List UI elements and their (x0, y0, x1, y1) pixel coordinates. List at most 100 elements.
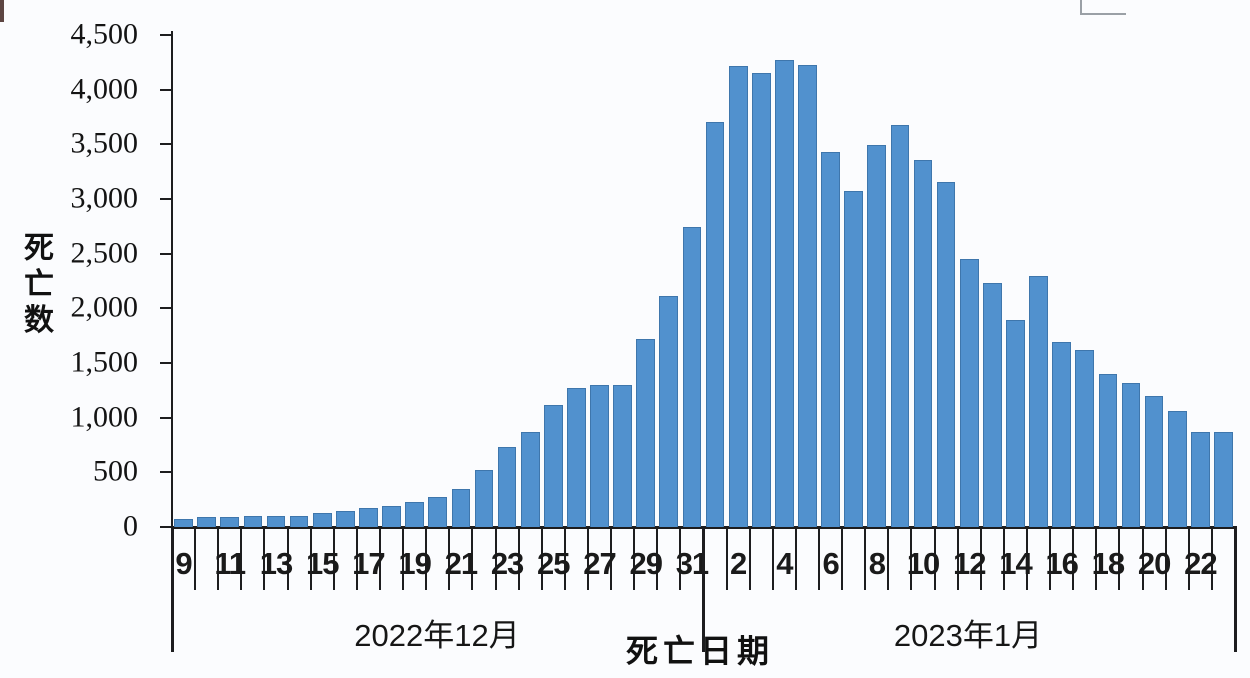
bar-12-10 (197, 517, 216, 527)
x-tick (1118, 528, 1121, 590)
x-tick (748, 528, 751, 590)
bar-12-30 (659, 296, 679, 527)
bar-1-14 (1006, 320, 1025, 527)
x-tick (1026, 528, 1029, 590)
bar-12-11 (220, 517, 240, 527)
y-tick-label: 2,000 (70, 290, 139, 324)
x-tick (610, 528, 613, 590)
bar-12-22 (474, 470, 494, 527)
x-tick-label: 23 (490, 546, 524, 581)
bar-12-31 (682, 227, 702, 527)
x-tick-label: 14 (999, 546, 1032, 581)
y-tick (160, 143, 171, 146)
x-tick-label: 21 (444, 546, 478, 581)
y-tick-label: 500 (93, 454, 138, 488)
bar-1-6 (821, 151, 840, 527)
x-tick (1002, 528, 1005, 590)
bar-1-22 (1190, 431, 1210, 527)
x-tick-label: 15 (305, 546, 339, 581)
x-tick (1187, 528, 1190, 590)
x-tick-label: 2 (730, 546, 747, 581)
x-tick (402, 528, 405, 590)
x-tick-label: 20 (1137, 546, 1171, 581)
bar-1-16 (1052, 342, 1072, 527)
x-tick-label: 19 (398, 546, 431, 581)
bar-1-19 (1121, 382, 1141, 527)
x-axis-line (171, 526, 1237, 529)
bar-12-24 (520, 431, 540, 527)
bar-1-1 (705, 122, 725, 527)
x-tick-label: 17 (352, 546, 385, 581)
y-tick-label: 4,000 (70, 71, 139, 105)
x-tick-label: 8 (868, 546, 886, 581)
bar-1-12 (959, 259, 979, 527)
cropped-textbox-corner-vertical-line (1080, 0, 1082, 14)
x-tick (864, 528, 867, 590)
y-tick (160, 416, 171, 419)
y-tick (160, 88, 171, 91)
bar-1-7 (844, 191, 864, 527)
x-tick (586, 528, 589, 590)
y-tick (160, 471, 171, 474)
bar-1-8 (867, 145, 887, 527)
bar-1-2 (728, 65, 748, 527)
x-tick (841, 528, 844, 590)
x-tick-label: 27 (583, 546, 616, 581)
y-tick (160, 198, 171, 200)
x-tick-label: 10 (906, 546, 940, 581)
x-tick (563, 528, 566, 590)
x-tick (240, 528, 243, 590)
bar-1-23 (1214, 431, 1233, 527)
bar-12-20 (428, 497, 448, 527)
y-axis-title: 死亡数 (24, 232, 54, 337)
bar-12-28 (613, 385, 632, 527)
x-tick (794, 528, 797, 590)
month-separator-line (1233, 528, 1237, 652)
x-tick (1164, 528, 1167, 590)
x-tick-label: 18 (1091, 546, 1125, 581)
cropped-textbox-corner-horizontal-line (1080, 13, 1126, 15)
x-tick (1072, 528, 1075, 590)
bar-12-12 (243, 516, 263, 527)
bar-12-15 (312, 512, 332, 527)
bar-1-20 (1144, 395, 1164, 527)
bar-12-13 (266, 516, 286, 527)
y-tick (160, 307, 171, 310)
bar-1-5 (798, 64, 817, 527)
y-tick-label: 3,000 (70, 181, 139, 215)
x-tick (633, 528, 636, 590)
x-tick (517, 528, 520, 590)
y-tick (160, 34, 171, 36)
x-tick-label: 16 (1045, 546, 1078, 581)
x-tick-label: 6 (822, 546, 839, 581)
y-tick-label: 4,500 (70, 17, 139, 51)
x-tick (1095, 528, 1098, 590)
bar-12-26 (567, 387, 586, 527)
x-tick (378, 528, 381, 590)
bar-1-13 (983, 283, 1002, 527)
bar-1-17 (1075, 349, 1095, 527)
x-tick (933, 528, 936, 590)
x-tick-label: 25 (537, 546, 570, 581)
bar-12-29 (636, 338, 656, 527)
y-tick-label: 1,500 (70, 345, 139, 379)
x-tick (1210, 528, 1213, 590)
bar-1-18 (1098, 373, 1118, 527)
bar-12-19 (405, 502, 424, 527)
edge-artifact (0, 0, 4, 22)
x-tick (979, 528, 982, 590)
x-tick (355, 528, 358, 590)
x-tick (425, 528, 428, 590)
bar-12-25 (543, 404, 563, 527)
y-axis-line (171, 31, 173, 528)
x-tick (771, 528, 774, 590)
x-tick (910, 528, 913, 590)
x-tick-label: 12 (953, 546, 986, 581)
x-tick (286, 528, 289, 590)
x-tick-label: 9 (175, 546, 192, 581)
y-tick-label: 0 (123, 509, 138, 543)
x-tick (263, 528, 266, 590)
bar-1-9 (890, 124, 910, 527)
x-tick (309, 528, 312, 590)
